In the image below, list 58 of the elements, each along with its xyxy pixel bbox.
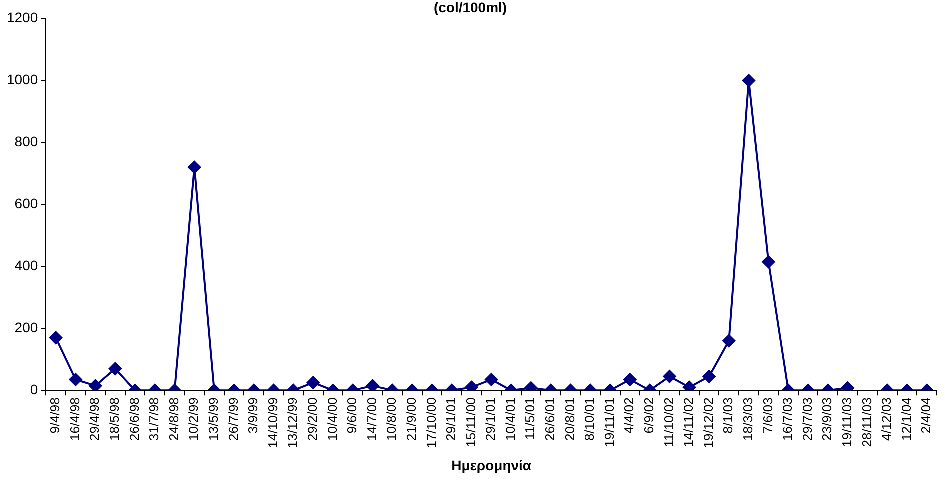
- point: [465, 381, 478, 391]
- x-tick-label: 19/11/03: [839, 398, 854, 448]
- x-tick-label: 16/4/98: [67, 398, 82, 441]
- x-tick-label: 24/8/98: [166, 398, 182, 441]
- x-tick-label: 10/8/00: [384, 398, 400, 441]
- x-tick-label: 29/2/00: [304, 398, 320, 441]
- x-tick-label: 19/11/01: [602, 398, 617, 448]
- x-tick-label: 12/1/04: [898, 398, 914, 441]
- x-tick-label: 18/3/03: [740, 398, 756, 441]
- x-tick-label: 18/5/98: [107, 398, 122, 441]
- x-tick-label: 28/11/03: [859, 398, 874, 448]
- x-tick-label: 4/4/02: [622, 398, 637, 434]
- x-tick-label: 8/1/03: [720, 398, 736, 434]
- x-tick-label: 11/10/02: [661, 398, 676, 448]
- x-tick-label: 20/8/01: [562, 398, 578, 441]
- y-tick-label: 200: [14, 319, 38, 336]
- x-tick-label: 29/4/98: [87, 398, 102, 441]
- x-tick-label: 29/1/01: [444, 398, 459, 441]
- x-tick-label: 6/9/02: [642, 398, 657, 434]
- x-tick-label: 4/12/03: [879, 398, 894, 441]
- y-tick-label: 400: [14, 258, 38, 274]
- x-tick-label: 14/7/00: [364, 398, 380, 441]
- x-tick-label: 26/6/01: [542, 398, 558, 441]
- point: [683, 381, 696, 391]
- point: [188, 161, 202, 174]
- x-tick-label: 29/1/01: [483, 398, 498, 441]
- y-tick-label: 1200: [6, 10, 38, 26]
- point: [762, 256, 776, 269]
- x-tick-label: 31/7/98: [146, 398, 162, 441]
- x-tick-label: 13/5/99: [206, 398, 221, 441]
- x-tick-label: 2/4/04: [918, 398, 934, 434]
- x-tick-label: 8/10/01: [582, 398, 598, 441]
- x-axis-title: Ημερομηνία: [452, 457, 532, 474]
- x-tick-label: 10/4/01: [502, 398, 518, 441]
- x-tick-label: 23/9/03: [820, 398, 835, 441]
- chart-title: (col/100ml): [434, 0, 508, 16]
- x-tick-label: 9/4/98: [48, 398, 63, 434]
- x-tick-label: 29/7/03: [800, 398, 815, 441]
- x-tick-label: 14/11/02: [681, 398, 696, 448]
- y-tick-label: 0: [30, 381, 38, 398]
- x-tick-label: 10/2/99: [186, 398, 202, 441]
- y-tick-label: 1000: [6, 72, 38, 88]
- x-tick-label: 14/10/99: [265, 398, 280, 448]
- x-tick-label: 15/11/00: [463, 398, 478, 448]
- x-tick-label: 10/4/00: [324, 398, 340, 441]
- x-tick-label: 17/10/00: [424, 398, 439, 448]
- y-tick-label: 600: [14, 196, 38, 212]
- x-tick-label: 11/5/01: [522, 398, 538, 440]
- x-tick-label: 13/12/99: [285, 398, 300, 448]
- x-tick-label: 26/7/99: [226, 398, 241, 441]
- x-tick-label: 9/6/00: [344, 398, 360, 434]
- x-tick-label: 26/6/98: [126, 398, 142, 441]
- y-tick-label: 800: [14, 134, 38, 150]
- x-tick-label: 19/12/02: [700, 398, 716, 448]
- x-tick-label: 3/9/99: [246, 398, 261, 434]
- x-tick-label: 7/6/03: [760, 398, 776, 434]
- x-tick-label: 16/7/03: [780, 398, 796, 441]
- x-tick-label: 21/9/00: [404, 398, 419, 441]
